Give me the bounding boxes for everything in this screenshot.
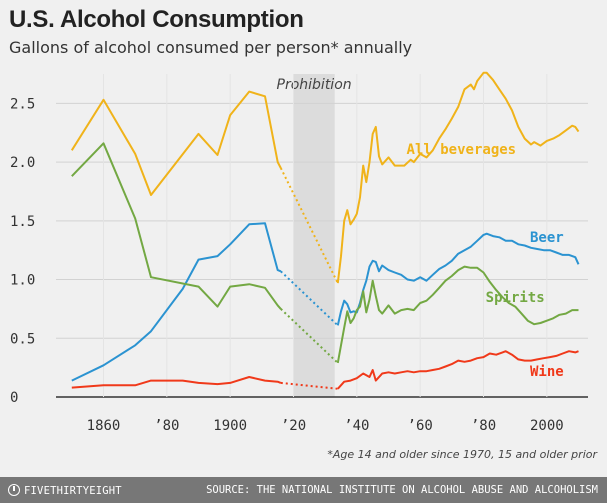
x-tick-label: ’60 [408, 418, 433, 434]
brand-name: FIVETHIRTYEIGHT [24, 485, 122, 497]
series-line-beer-pre-prohibition [71, 222, 282, 382]
series-line-beer-prohibition-gap [280, 270, 339, 327]
series-line-wine-post-prohibition [337, 350, 579, 390]
x-tick-label: ’80 [154, 418, 179, 434]
source-credit: SOURCE: THE NATIONAL INSTITUTE ON ALCOHO… [206, 484, 598, 496]
chart-subtitle: Gallons of alcohol consumed per person* … [9, 38, 413, 57]
x-tick-label: ’80 [471, 418, 496, 434]
x-tick-label: 1900 [213, 418, 247, 434]
x-tick-label: 2000 [530, 418, 564, 434]
x-tick-label: ’20 [281, 418, 306, 434]
fivethirtyeight-logo-icon [8, 484, 20, 496]
series-line-all-beverages-post-prohibition [336, 71, 580, 284]
series-line-spirits-pre-prohibition [71, 142, 282, 310]
series-line-spirits-post-prohibition [336, 265, 579, 364]
x-tick-label: ’40 [344, 418, 369, 434]
series-line-wine-pre-prohibition [71, 376, 282, 389]
x-tick-label: 1860 [87, 418, 121, 434]
series-label-all-beverages: All beverages [407, 142, 517, 158]
y-tick-label: 2.5 [10, 96, 35, 112]
footer-bar: FIVETHIRTYEIGHT SOURCE: THE NATIONAL INS… [0, 477, 607, 503]
series-label-beer: Beer [530, 230, 564, 246]
brand: FIVETHIRTYEIGHT [8, 484, 122, 497]
series-line-spirits-prohibition-gap [280, 308, 339, 364]
y-tick-label: 1.0 [10, 273, 35, 289]
chart-title: U.S. Alcohol Consumption [9, 6, 304, 33]
series-line-all-beverages-prohibition-gap [279, 167, 339, 284]
y-tick-label: 1.5 [10, 214, 35, 230]
y-tick-label: 0.5 [10, 331, 35, 347]
series-label-spirits: Spirits [486, 290, 545, 306]
footnote: *Age 14 and older since 1970, 15 and old… [327, 448, 597, 461]
series-label-wine: Wine [530, 364, 564, 380]
chart-plot: Prohibition 0 0.5 1.0 1.5 2.0 2.5 1860 ’80 1900 ’2… [10, 71, 588, 434]
y-tick-label: 2.0 [10, 155, 35, 171]
y-tick-label: 0 [10, 390, 18, 406]
prohibition-label: Prohibition [277, 77, 352, 93]
series-line-all-beverages-pre-prohibition [70, 90, 282, 196]
